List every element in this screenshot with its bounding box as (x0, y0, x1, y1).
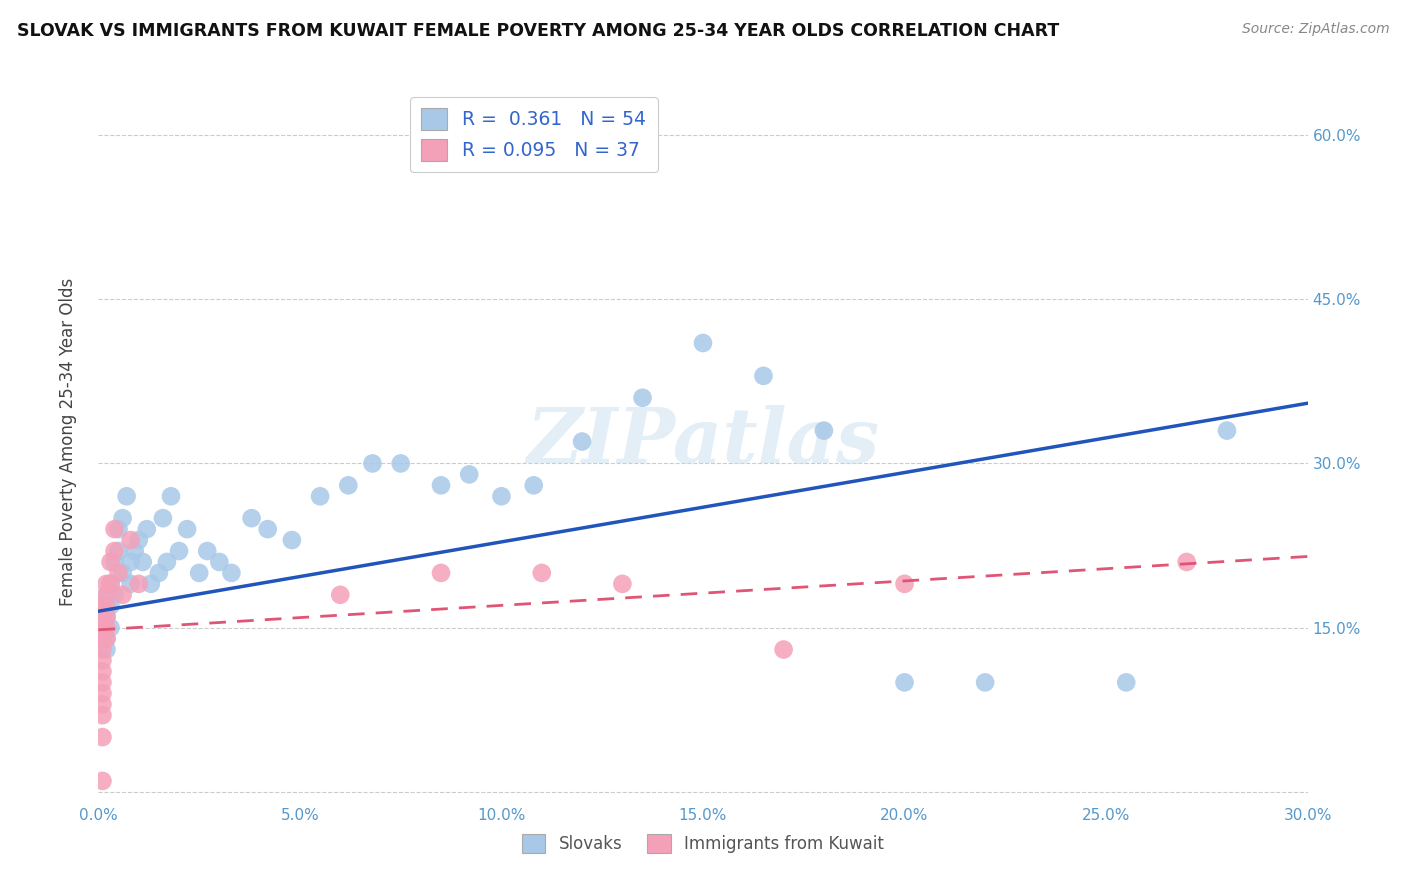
Point (96, 588, 118, 602)
Point (103, 555, 125, 569)
Point (132, 555, 155, 569)
Point (631, 391, 654, 405)
Point (91, 609, 114, 624)
Point (128, 577, 150, 591)
Point (337, 478, 360, 492)
Point (91, 621, 114, 635)
Point (96, 632, 118, 646)
Point (100, 577, 122, 591)
Text: Source: ZipAtlas.com: Source: ZipAtlas.com (1241, 22, 1389, 37)
Point (91, 730, 114, 744)
Point (91, 632, 114, 646)
Point (1175, 555, 1198, 569)
Point (100, 599, 122, 613)
Point (96, 642, 118, 657)
Point (107, 522, 129, 536)
Point (100, 577, 122, 591)
Point (974, 675, 997, 690)
Point (111, 566, 134, 580)
Point (100, 555, 122, 569)
Point (135, 522, 157, 536)
Point (458, 467, 481, 482)
Point (167, 544, 190, 558)
Point (240, 511, 263, 525)
Point (91, 686, 114, 700)
Point (491, 489, 513, 503)
Point (91, 675, 114, 690)
Point (100, 621, 122, 635)
Point (91, 621, 114, 635)
Point (523, 478, 546, 492)
Point (281, 533, 304, 547)
Point (893, 577, 915, 591)
Point (96, 632, 118, 646)
Point (96, 599, 118, 613)
Point (120, 555, 142, 569)
Point (103, 588, 125, 602)
Point (612, 577, 634, 591)
Point (91, 665, 114, 679)
Point (309, 489, 332, 503)
Point (107, 566, 129, 580)
Point (124, 544, 146, 558)
Point (91, 698, 114, 712)
Point (256, 522, 278, 536)
Point (91, 621, 114, 635)
Point (893, 675, 915, 690)
Point (115, 489, 138, 503)
Point (91, 642, 114, 657)
Point (221, 566, 243, 580)
Point (91, 653, 114, 667)
Point (96, 577, 118, 591)
Point (91, 609, 114, 624)
Point (91, 599, 114, 613)
Point (96, 609, 118, 624)
Point (91, 609, 114, 624)
Point (1115, 675, 1137, 690)
Point (195, 544, 218, 558)
Point (111, 511, 134, 525)
Point (120, 577, 142, 591)
Point (160, 489, 183, 503)
Point (103, 544, 125, 558)
Point (188, 566, 211, 580)
Point (111, 588, 134, 602)
Point (96, 588, 118, 602)
Point (91, 773, 114, 788)
Point (571, 434, 593, 449)
Point (329, 588, 352, 602)
Point (530, 566, 553, 580)
Legend: Slovaks, Immigrants from Kuwait: Slovaks, Immigrants from Kuwait (516, 827, 890, 860)
Point (128, 533, 150, 547)
Point (389, 457, 412, 471)
Point (103, 522, 125, 536)
Point (176, 522, 198, 536)
Point (96, 609, 118, 624)
Point (430, 566, 453, 580)
Point (139, 577, 162, 591)
Point (692, 336, 714, 351)
Point (752, 368, 775, 383)
Point (91, 632, 114, 646)
Point (208, 555, 231, 569)
Point (96, 621, 118, 635)
Text: ZIPatlas: ZIPatlas (526, 405, 880, 478)
Point (91, 599, 114, 613)
Point (361, 457, 384, 471)
Y-axis label: Female Poverty Among 25-34 Year Olds: Female Poverty Among 25-34 Year Olds (59, 277, 77, 606)
Point (120, 533, 142, 547)
Point (156, 555, 179, 569)
Point (772, 642, 794, 657)
Point (148, 566, 170, 580)
Text: SLOVAK VS IMMIGRANTS FROM KUWAIT FEMALE POVERTY AMONG 25-34 YEAR OLDS CORRELATIO: SLOVAK VS IMMIGRANTS FROM KUWAIT FEMALE … (17, 22, 1059, 40)
Point (430, 478, 453, 492)
Point (91, 708, 114, 723)
Point (107, 544, 129, 558)
Point (1216, 424, 1239, 438)
Point (813, 424, 835, 438)
Point (152, 511, 174, 525)
